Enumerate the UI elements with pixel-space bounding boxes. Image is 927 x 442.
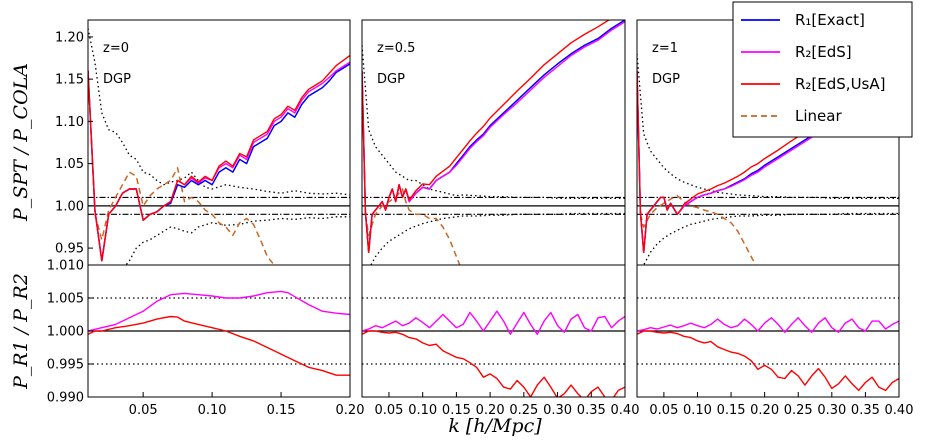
x-tick-label: 0.05 [129,403,158,418]
series-R2-eds-usa [88,315,350,376]
series-R2-eds [88,61,350,262]
series-error-lower [643,212,899,265]
series-error-upper [637,53,899,199]
x-axis-label: k [h/Mpc] [448,415,542,437]
series-linear [639,194,757,265]
y-tick-label: 1.005 [47,292,84,307]
y-tick-label: 0.95 [55,242,84,257]
legend-label: Linear [795,107,842,125]
legend-label: R₂[EdS,UsA] [795,75,885,93]
redshift-label: z=0 [103,41,129,56]
bottom-plot-area [88,290,350,376]
y-tick-label: 1.10 [55,115,84,130]
legend: R₁[Exact] R₂[EdS] R₂[EdS,UsA] Linear [732,1,913,138]
series-error-lower [370,212,625,265]
y-tick-label: 0.990 [47,391,84,406]
y-tick-label: 1.010 [47,259,84,274]
top-plot-area [362,20,625,265]
x-tick-label: 0.05 [649,403,678,418]
panel-1: 0.95 1.00 1.05 1.10 1.15 1.20 0.990 0.995 1.000 1… [47,19,365,418]
x-tick-label: 0.25 [509,403,538,418]
series-error-upper [362,45,625,199]
series-R2-eds-usa [362,20,611,253]
y-tick-label: 1.15 [55,73,84,88]
series-R2-eds [362,21,625,253]
series-linear [364,188,461,265]
bottom-axes-frame [361,264,626,398]
top-axes-frame [361,19,626,266]
series-R2-eds [362,310,625,335]
x-tick-label: 0.05 [374,403,403,418]
y-axis-label-top: P_SPT / P_COLA [10,63,32,222]
x-tick-label: 0.15 [267,403,296,418]
x-tick-label: 0.15 [442,403,471,418]
y-axis-label-bottom: P_R1 / P_R2 [10,273,32,390]
legend-label: R₂[EdS] [795,43,852,61]
model-label: DGP [652,72,680,87]
x-tick-label: 0.30 [817,403,846,418]
top-axes-frame [87,19,351,266]
model-label: DGP [103,72,131,87]
x-tick-label: 0.30 [543,403,572,418]
legend-frame [732,1,913,138]
series-R2-eds-usa [88,54,350,262]
x-tick-label: 0.10 [408,403,437,418]
series-R2-eds [637,317,899,333]
y-tick-label: 1.05 [55,157,84,172]
x-tick-label: 0.35 [851,403,880,418]
x-tick-label: 0.10 [683,403,712,418]
bottom-plot-area [362,297,625,397]
series-R2-eds [88,290,350,332]
redshift-label: z=1 [652,41,678,56]
x-tick-label: 0.10 [198,403,227,418]
y-tick-label: 1.00 [55,199,84,214]
bottom-plot-area [637,297,899,392]
y-tick-label: 1.000 [47,325,84,340]
x-tick-label: 0.15 [717,403,746,418]
x-tick-label: 0.40 [885,403,914,418]
x-tick-label: 0.20 [750,403,779,418]
x-tick-label: 0.35 [577,403,606,418]
panel-3: 0.05 0.10 0.15 0.20 0.25 0.30 0.35 0.40 z=1 DGP [636,19,914,418]
x-tick-label: 0.20 [336,403,365,418]
series-linear [94,167,275,265]
series-error-lower [125,216,350,265]
series-R1-exact [88,63,350,262]
x-tick-label: 0.25 [784,403,813,418]
series-R2-eds-usa [362,330,625,397]
series-R2-eds-usa [637,330,899,392]
legend-label: R₁[Exact] [795,11,865,29]
model-label: DGP [377,72,405,87]
y-tick-label: 0.995 [47,358,84,373]
bottom-axes-frame [636,264,900,398]
top-plot-area [88,28,350,265]
redshift-label: z=0.5 [377,41,415,56]
x-tick-label: 0.40 [611,403,640,418]
y-tick-label: 1.20 [55,30,84,45]
x-tick-label: 0.20 [476,403,505,418]
panel-2: 0.05 0.10 0.15 0.20 0.25 0.30 0.35 0.40 z=0.5 DGP [361,19,640,418]
